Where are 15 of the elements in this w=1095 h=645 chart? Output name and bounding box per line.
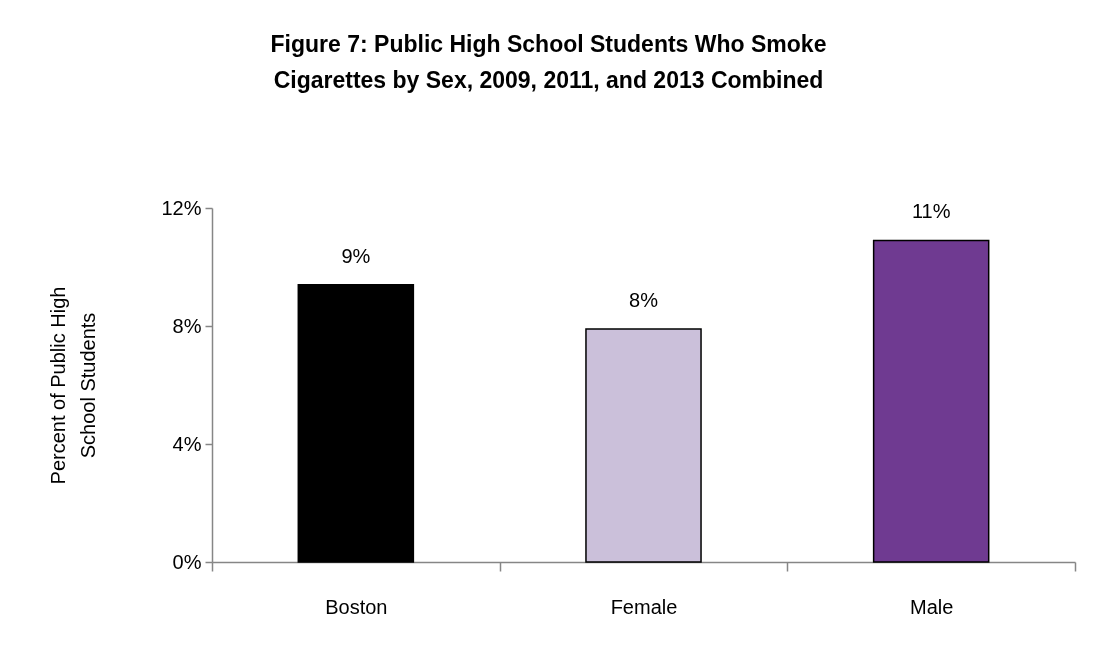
x-tick-label: Boston	[325, 595, 388, 618]
y-tick-label: 4%	[172, 432, 202, 455]
bar	[585, 328, 702, 563]
chart-title: Figure 7: Public High School Students Who Smoke Cigarettes by Sex, 2009, 2011, and 2013 Combined	[270, 31, 827, 93]
y-tick-label: 8%	[172, 314, 202, 337]
y-axis-title: Percent of Public High School Students	[47, 286, 100, 485]
y-tick-label: 0%	[172, 550, 202, 573]
bar	[297, 283, 415, 563]
x-tick-label: Female	[610, 595, 678, 618]
x-tick-label: Male	[909, 595, 954, 618]
bar	[872, 239, 990, 563]
y-tick-label: 12%	[161, 196, 202, 219]
data-label: 11%	[911, 200, 951, 223]
data-label: 8%	[629, 288, 659, 311]
data-label: 9%	[341, 244, 371, 267]
